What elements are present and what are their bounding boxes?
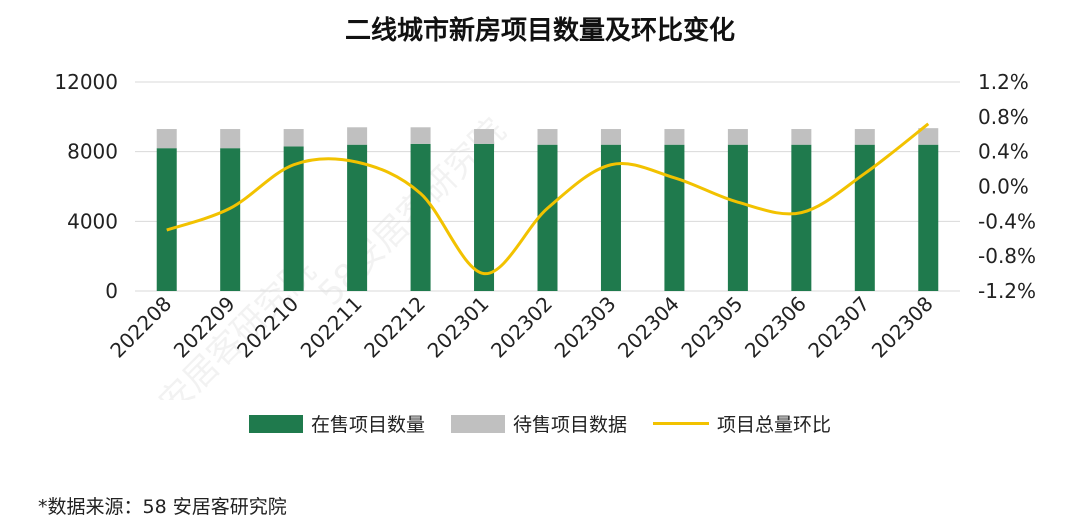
y-right-tick-label: 0.0% (978, 175, 1029, 199)
x-tick-label: 202303 (550, 292, 621, 363)
y-right-tick-label: 0.8% (978, 105, 1029, 129)
line-mom-point (165, 229, 168, 232)
line-mom-series (166, 122, 930, 276)
bar-pending (537, 129, 558, 145)
bar-on-sale (664, 144, 685, 291)
bar-pending (854, 129, 875, 145)
line-mom-point (229, 207, 232, 210)
x-tick-label: 202308 (867, 292, 938, 363)
x-tick-label: 202301 (423, 292, 494, 363)
bar-on-sale (727, 144, 748, 291)
line-mom-point (609, 163, 612, 166)
legend-swatch-pending (450, 414, 505, 433)
bar-pending (220, 129, 241, 149)
legend-swatch-on-sale (248, 414, 303, 433)
bar-pending (600, 129, 621, 145)
legend-item-pending: 待售项目数据 (450, 410, 627, 437)
bar-on-sale (283, 146, 304, 291)
bar-pending (410, 127, 431, 144)
x-tick-label: 202307 (803, 292, 874, 363)
bar-pending (727, 129, 748, 145)
bar-pending (664, 129, 685, 145)
legend-label-on-sale: 在售项目数量 (310, 414, 425, 436)
line-mom-point (927, 122, 930, 125)
y-right-tick-label: -0.4% (978, 209, 1036, 233)
bar-on-sale (918, 144, 939, 291)
bar-on-sale (347, 144, 368, 291)
y-right-tick-label: 0.4% (978, 140, 1029, 164)
line-mom-point (292, 163, 295, 166)
bar-pending (347, 127, 368, 145)
line-mom-point (673, 176, 676, 179)
y-left-tick-label: 0 (105, 279, 118, 303)
line-mom-point (863, 172, 866, 175)
x-tick-label: 202212 (359, 292, 430, 363)
chart-legend: 在售项目数量 待售项目数据 项目总量环比 (0, 410, 1080, 437)
y-right-tick-label: -1.2% (978, 279, 1036, 303)
bar-pending (283, 129, 304, 147)
x-tick-label: 202304 (613, 292, 684, 363)
bar-on-sale (854, 144, 875, 291)
legend-label-mom: 项目总量环比 (717, 414, 832, 436)
y-left-tick-label: 12000 (54, 70, 118, 94)
line-mom-point (546, 207, 549, 210)
line-mom-point (483, 272, 486, 275)
chart-title: 二线城市新房项目数量及环比变化 (344, 16, 735, 46)
bar-pending (918, 128, 939, 145)
bar-on-sale (537, 144, 558, 291)
bar-pending (791, 129, 812, 145)
line-mom-point (356, 161, 359, 164)
y-left-tick-label: 8000 (67, 140, 118, 164)
y-left-tick-label: 4000 (67, 209, 118, 233)
y-right-tick-label: 1.2% (978, 70, 1029, 94)
line-mom-point (800, 211, 803, 214)
line-mom-point (736, 201, 739, 204)
data-source-note: *数据来源：58 安居客研究院 (38, 496, 287, 518)
legend-swatch-mom (653, 422, 709, 425)
bar-pending (474, 129, 495, 144)
x-tick-label: 202302 (486, 292, 557, 363)
line-mom-point (419, 192, 422, 195)
bar-on-sale (410, 143, 431, 291)
legend-item-on-sale: 在售项目数量 (248, 410, 425, 437)
y-right-tick-label: -0.8% (978, 244, 1036, 268)
legend-label-pending: 待售项目数据 (512, 414, 627, 436)
x-tick-label: 202305 (676, 292, 747, 363)
bar-on-sale (600, 144, 621, 291)
bar-on-sale (156, 148, 177, 291)
bar-on-sale (220, 148, 241, 291)
bar-on-sale (474, 143, 495, 291)
legend-item-mom: 项目总量环比 (653, 410, 831, 437)
x-tick-label: 202306 (740, 292, 811, 363)
bar-pending (156, 129, 177, 149)
bar-on-sale (791, 144, 812, 291)
